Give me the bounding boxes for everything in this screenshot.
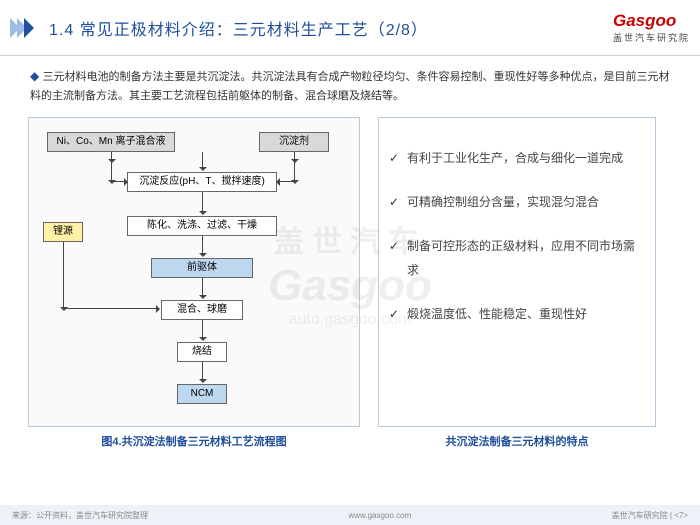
node-li-source: 锂源 <box>43 222 83 242</box>
panel-captions: 图4.共沉淀法制备三元材料工艺流程图 共沉淀法制备三元材料的特点 <box>0 427 700 449</box>
feature-item: 煅烧温度低、性能稳定、重现性好 <box>389 302 645 326</box>
arrow <box>111 152 112 160</box>
chevron-icon <box>10 18 31 38</box>
arrow <box>294 160 295 181</box>
features-panel: 有利于工业化生产，合成与细化一道完成 可精确控制组分含量，实现混匀混合 制备可控… <box>378 117 656 427</box>
feature-list: 有利于工业化生产，合成与细化一道完成 可精确控制组分含量，实现混匀混合 制备可控… <box>389 146 645 326</box>
footer-url: www.gasgoo.com <box>348 511 411 520</box>
flowchart-caption: 图4.共沉淀法制备三元材料工艺流程图 <box>28 433 360 449</box>
slide-title: 1.4 常见正极材料介绍：三元材料生产工艺（2/8） <box>49 16 613 40</box>
arrow <box>294 152 295 160</box>
arrow <box>111 160 112 181</box>
node-precursor: 前驱体 <box>151 258 253 278</box>
arrow <box>202 236 203 254</box>
feature-item: 制备可控形态的正级材料，应用不同市场需求 <box>389 234 645 282</box>
arrow <box>202 192 203 212</box>
logo-cn: 盖世汽车研究院 <box>613 31 690 44</box>
features-caption: 共沉淀法制备三元材料的特点 <box>378 433 656 449</box>
intro-paragraph: 三元材料电池的制备方法主要是共沉淀法。共沉淀法具有合成产物粒径均匀、条件容易控制… <box>0 56 700 111</box>
node-ion-solution: Ni、Co、Mn 离子混合液 <box>47 132 175 152</box>
arrow <box>111 181 125 182</box>
logo-en: Gasgoo <box>613 11 676 30</box>
arrow <box>202 152 203 168</box>
flowchart-panel: Ni、Co、Mn 离子混合液 沉淀剂 沉淀反应(pH、T、搅拌速度) 锂源 陈化… <box>28 117 360 427</box>
node-ncm: NCM <box>177 384 227 404</box>
footer-page: 盖世汽车研究院 | <7> <box>612 510 688 521</box>
arrow <box>202 362 203 380</box>
slide-header: 1.4 常见正极材料介绍：三元材料生产工艺（2/8） Gasgoo 盖世汽车研究… <box>0 0 700 56</box>
feature-item: 可精确控制组分含量，实现混匀混合 <box>389 190 645 214</box>
slide-footer: 来源：公开资料，盖世汽车研究院整理 www.gasgoo.com 盖世汽车研究院… <box>0 505 700 525</box>
feature-item: 有利于工业化生产，合成与细化一道完成 <box>389 146 645 170</box>
footer-source: 来源：公开资料，盖世汽车研究院整理 <box>12 510 148 521</box>
arrow <box>202 278 203 296</box>
node-aging: 陈化、洗涤、过滤、干燥 <box>127 216 277 236</box>
node-mix: 混合、球磨 <box>161 300 243 320</box>
arrow <box>202 320 203 338</box>
arrow <box>63 308 157 309</box>
node-sinter: 烧结 <box>177 342 227 362</box>
brand-logo: Gasgoo 盖世汽车研究院 <box>613 11 690 44</box>
node-reaction: 沉淀反应(pH、T、搅拌速度) <box>127 172 277 192</box>
node-precipitant: 沉淀剂 <box>259 132 329 152</box>
flowchart: Ni、Co、Mn 离子混合液 沉淀剂 沉淀反应(pH、T、搅拌速度) 锂源 陈化… <box>39 126 349 418</box>
arrow <box>63 242 64 308</box>
content-panels: Ni、Co、Mn 离子混合液 沉淀剂 沉淀反应(pH、T、搅拌速度) 锂源 陈化… <box>0 111 700 427</box>
